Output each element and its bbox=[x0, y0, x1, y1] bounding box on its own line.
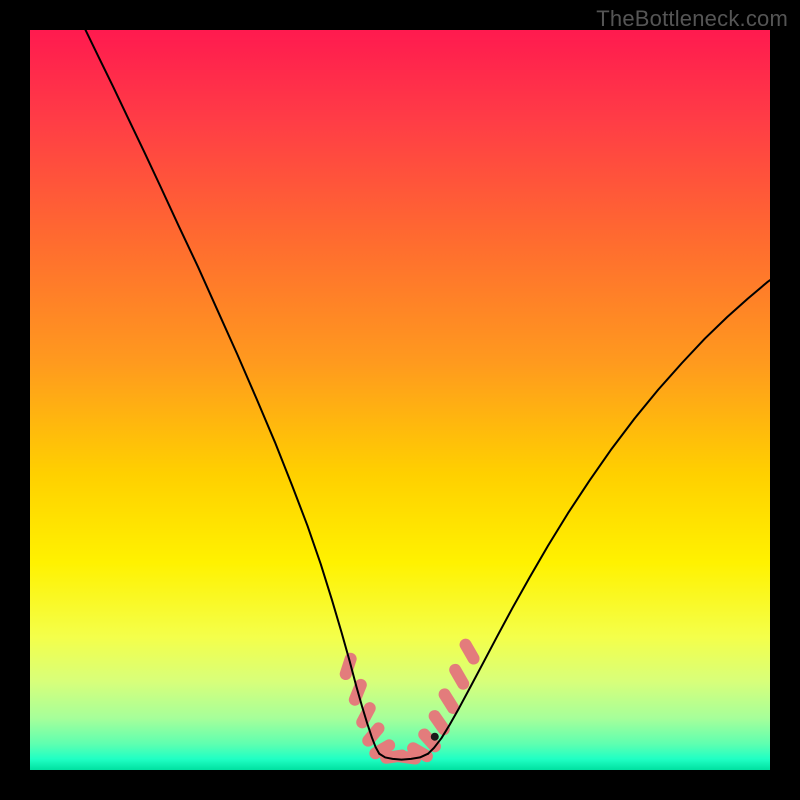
curve-dot bbox=[431, 733, 439, 741]
dark-dot bbox=[431, 733, 439, 741]
chart-background bbox=[30, 30, 770, 770]
chart-svg bbox=[30, 30, 770, 770]
bottleneck-chart bbox=[30, 30, 770, 770]
watermark-text: TheBottleneck.com bbox=[596, 6, 788, 32]
